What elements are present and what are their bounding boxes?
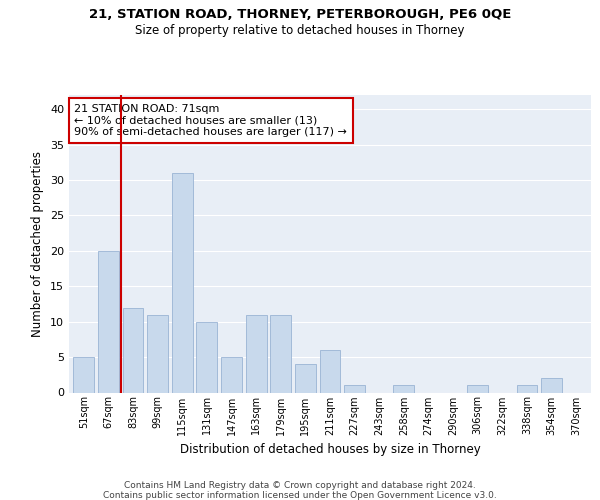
Bar [245,314,266,392]
Bar [270,314,291,392]
Bar [541,378,562,392]
Bar [344,386,365,392]
Y-axis label: Number of detached properties: Number of detached properties [31,151,44,337]
Bar [147,314,168,392]
Bar [221,357,242,392]
Text: Size of property relative to detached houses in Thorney: Size of property relative to detached ho… [135,24,465,37]
Text: Contains HM Land Registry data © Crown copyright and database right 2024.: Contains HM Land Registry data © Crown c… [124,481,476,490]
Bar [394,386,415,392]
Bar [517,386,538,392]
Text: 21 STATION ROAD: 71sqm
← 10% of detached houses are smaller (13)
90% of semi-det: 21 STATION ROAD: 71sqm ← 10% of detached… [74,104,347,137]
Text: Distribution of detached houses by size in Thorney: Distribution of detached houses by size … [179,442,481,456]
Bar [122,308,143,392]
Text: 21, STATION ROAD, THORNEY, PETERBOROUGH, PE6 0QE: 21, STATION ROAD, THORNEY, PETERBOROUGH,… [89,8,511,20]
Bar [295,364,316,392]
Bar [320,350,340,393]
Bar [98,251,119,392]
Bar [467,386,488,392]
Text: Contains public sector information licensed under the Open Government Licence v3: Contains public sector information licen… [103,491,497,500]
Bar [196,322,217,392]
Bar [73,357,94,392]
Bar [172,173,193,392]
